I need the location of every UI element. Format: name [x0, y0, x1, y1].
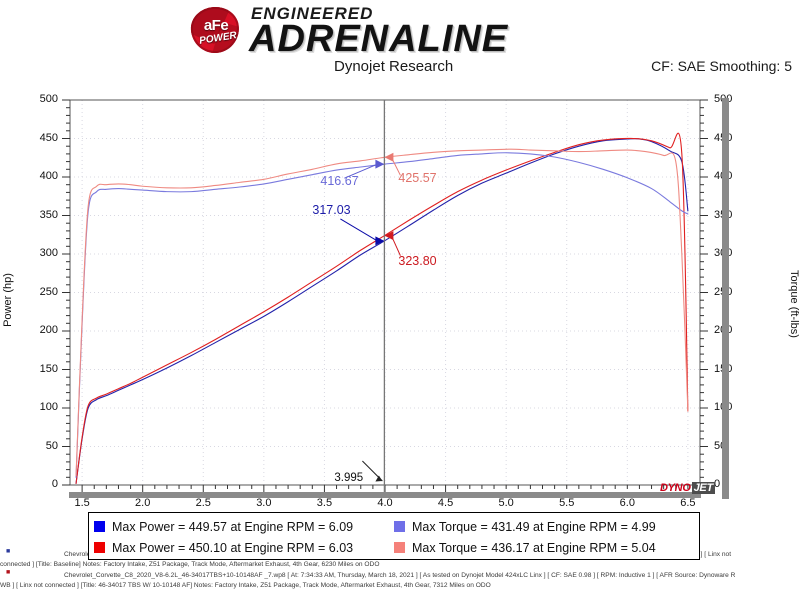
- y-axis-left-tick: 300: [39, 247, 58, 259]
- annotation-value: 416.67: [320, 174, 359, 189]
- x-axis-tick: 3.5: [316, 497, 333, 509]
- plot-canvas: [62, 99, 708, 493]
- engineered-adrenaline-wordmark: ENGINEERED ADRENALINE: [249, 3, 509, 60]
- axis-tick-marks: [62, 99, 708, 493]
- dyno-plot: Power (hp) Torque (ft-lbs) Engine RPM (r…: [0, 88, 800, 560]
- x-axis-tick: 6.0: [619, 497, 635, 509]
- y-axis-left-tick: 500: [39, 93, 58, 105]
- cursor-rpm-label: 3.995: [334, 472, 364, 484]
- x-axis-tick: 4.0: [377, 497, 393, 509]
- run-note-line: WB ] [ Linx not connected ] [Title: 46-3…: [0, 582, 491, 589]
- afe-shutter-icon: aFe POWER: [185, 5, 245, 55]
- legend-label: Max Power = 449.57 at Engine RPM = 6.09: [112, 519, 354, 534]
- y-axis-right-bar: [722, 98, 729, 499]
- legend-swatch-blue: [94, 521, 105, 532]
- data-curves: [75, 132, 689, 485]
- run-note-line: Chevrolet_Corvette_C8_2020_V8-6.2L_46-34…: [64, 572, 736, 579]
- y-axis-left-tick: 450: [39, 131, 58, 144]
- tagline-adrenaline: ADRENALINE: [249, 17, 509, 60]
- x-axis-tick: 6.5: [680, 497, 696, 509]
- run-bullet-icon: ■: [6, 569, 11, 576]
- x-axis-bar: [69, 492, 701, 498]
- y-axis-left-tick: 50: [45, 439, 58, 452]
- legend-swatch-light-blue: [394, 521, 405, 532]
- annotation-value: 323.80: [398, 253, 437, 268]
- legend-swatch-light-red: [394, 542, 405, 553]
- y-axis-left-tick: 0: [51, 478, 58, 490]
- y-axis-right-tick: 0: [714, 478, 721, 490]
- watermark-jet: JET: [691, 482, 715, 494]
- annotation-arrows: [340, 152, 401, 256]
- tagline-engineered: ENGINEERED: [251, 3, 374, 23]
- legend-row: Max Power = 449.57 at Engine RPM = 6.09 …: [94, 516, 694, 537]
- x-axis-tick: 3.0: [256, 497, 272, 509]
- x-axis-tick: 2.5: [195, 497, 211, 509]
- run-note-line: connected ] [Title: Baseline] Notes: Fac…: [0, 561, 380, 568]
- y-axis-left-tick: 100: [39, 401, 58, 413]
- legend-swatch-red: [94, 542, 105, 553]
- y-axis-left-tick: 150: [39, 362, 58, 375]
- subtitle-row: Dynojet Research CF: SAE Smoothing: 5: [0, 58, 800, 82]
- annotation-value: 425.57: [398, 171, 437, 186]
- chart-legend[interactable]: Max Power = 449.57 at Engine RPM = 6.09 …: [88, 512, 700, 560]
- header-banner: aFe POWER ENGINEERED ADRENALINE Dynojet …: [0, 0, 800, 88]
- legend-row: Max Power = 450.10 at Engine RPM = 6.03 …: [94, 537, 694, 558]
- dynojet-watermark: DYNO JET: [660, 482, 715, 494]
- legend-item-baseline-torque[interactable]: Max Torque = 431.49 at Engine RPM = 4.99: [394, 520, 694, 534]
- x-axis-tick: 1.5: [74, 497, 90, 509]
- legend-item-baseline-power[interactable]: Max Power = 449.57 at Engine RPM = 6.09: [94, 520, 394, 534]
- y-axis-left-tick: 250: [39, 285, 58, 298]
- annotation-value: 317.03: [312, 202, 351, 217]
- y-axis-left-tick: 350: [39, 208, 58, 221]
- run-bullet-icon: ■: [6, 548, 11, 555]
- afe-wordmark: aFe: [203, 17, 229, 34]
- y-axis-left-tick: 200: [39, 324, 58, 336]
- legend-item-modified-power[interactable]: Max Power = 450.10 at Engine RPM = 6.03: [94, 541, 394, 555]
- x-axis-tick: 4.5: [437, 497, 454, 509]
- cursor-line: [362, 100, 386, 492]
- legend-item-modified-torque[interactable]: Max Torque = 436.17 at Engine RPM = 5.04: [394, 541, 694, 555]
- x-axis-tick: 5.0: [498, 497, 514, 509]
- y-axis-left-tick: 400: [39, 170, 58, 182]
- x-axis-tick: 2.0: [135, 497, 151, 509]
- gridlines: [70, 99, 700, 485]
- dynojet-research-label: Dynojet Research: [334, 58, 454, 75]
- legend-label: Max Torque = 431.49 at Engine RPM = 4.99: [412, 519, 656, 534]
- correction-factor-label: CF: SAE Smoothing: 5: [651, 58, 792, 74]
- watermark-dyno: DYNO: [660, 482, 691, 494]
- legend-label: Max Power = 450.10 at Engine RPM = 6.03: [112, 540, 354, 555]
- x-axis-tick: 5.5: [559, 497, 575, 509]
- legend-label: Max Torque = 436.17 at Engine RPM = 5.04: [412, 540, 656, 555]
- afe-power-logo: aFe POWER ENGINEERED ADRENALINE: [185, 3, 509, 60]
